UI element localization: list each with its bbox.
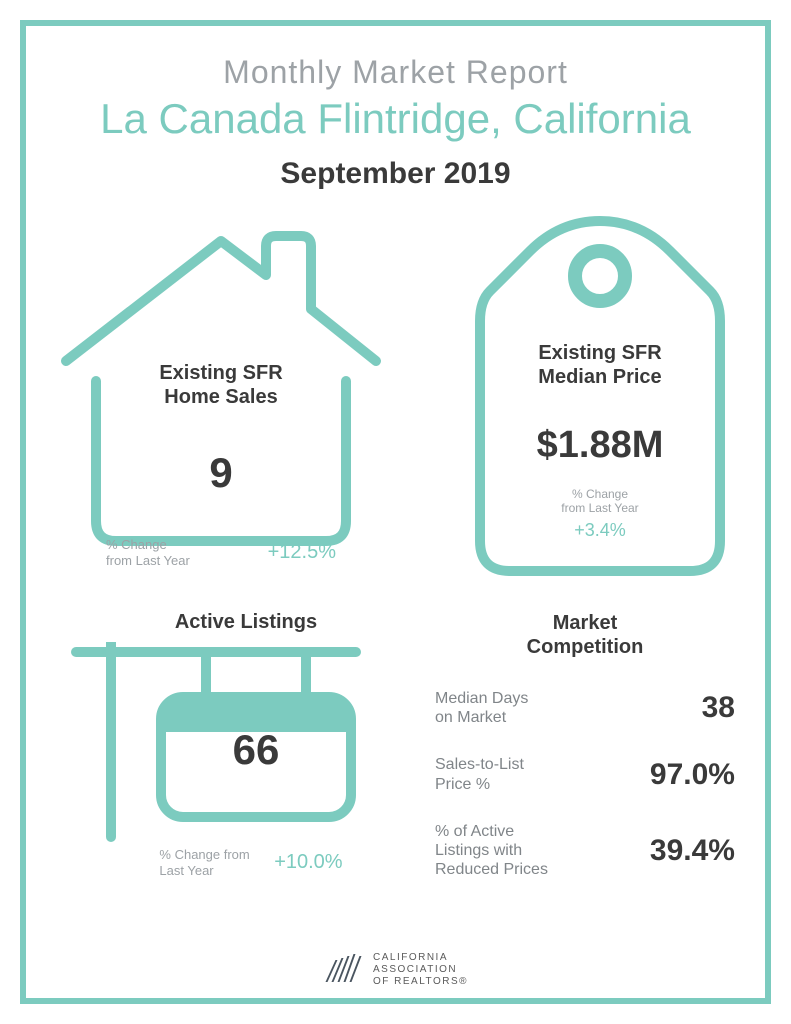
report-frame: Monthly Market Report La Canada Flintrid… xyxy=(20,20,771,1004)
median-price-change-value: +3.4% xyxy=(485,520,715,541)
report-date: September 2019 xyxy=(56,157,735,191)
market-competition-title: MarketCompetition xyxy=(435,611,735,659)
bottom-row: Active Listings 66 % Change fromLast Yea… xyxy=(56,611,735,907)
active-listings-change: % Change fromLast Year +10.0% xyxy=(116,847,386,878)
home-sales-content: Existing SFRHome Sales 9 % Changefrom La… xyxy=(56,361,386,568)
market-competition-block: MarketCompetition Median Dayson Market 3… xyxy=(435,611,735,907)
report-title: Monthly Market Report xyxy=(56,54,735,91)
median-price-content: Existing SFRMedian Price $1.88M % Change… xyxy=(465,341,735,541)
metric-label: % of ActiveListings withReduced Prices xyxy=(435,822,548,880)
metric-value: 38 xyxy=(702,691,735,725)
home-sales-change: % Changefrom Last Year +12.5% xyxy=(86,537,356,568)
metric-value: 97.0% xyxy=(650,758,735,792)
location-title: La Canada Flintridge, California xyxy=(56,95,735,143)
active-listings-change-label: % Change fromLast Year xyxy=(159,847,249,878)
metric-row: Median Dayson Market 38 xyxy=(435,689,735,727)
footer-org-name: CALIFORNIAASSOCIATIONOF REALTORS® xyxy=(373,952,468,988)
metric-value: 39.4% xyxy=(650,834,735,868)
home-sales-block: Existing SFRHome Sales 9 % Changefrom La… xyxy=(56,221,386,551)
median-price-change-label: % Changefrom Last Year xyxy=(485,487,715,516)
home-sales-value: 9 xyxy=(86,449,356,497)
metric-row: % of ActiveListings withReduced Prices 3… xyxy=(435,822,735,880)
footer-logo: CALIFORNIAASSOCIATIONOF REALTORS® xyxy=(323,952,468,988)
home-sales-label: Existing SFRHome Sales xyxy=(86,361,356,409)
metric-label: Sales-to-ListPrice % xyxy=(435,755,524,793)
median-price-label: Existing SFRMedian Price xyxy=(485,341,715,389)
top-row: Existing SFRHome Sales 9 % Changefrom La… xyxy=(56,221,735,581)
home-sales-change-label: % Changefrom Last Year xyxy=(106,537,190,568)
active-listings-change-value: +10.0% xyxy=(274,851,342,874)
median-price-block: Existing SFRMedian Price $1.88M % Change… xyxy=(465,211,735,581)
realtors-logo-icon xyxy=(323,952,363,988)
metric-row: Sales-to-ListPrice % 97.0% xyxy=(435,755,735,793)
active-listings-value: 66 xyxy=(171,726,341,774)
metric-label: Median Dayson Market xyxy=(435,689,528,727)
home-sales-change-value: +12.5% xyxy=(268,541,336,564)
active-listings-block: Active Listings 66 % Change fromLast Yea… xyxy=(56,611,386,878)
active-listings-title: Active Listings xyxy=(106,611,386,634)
median-price-value: $1.88M xyxy=(485,424,715,467)
header: Monthly Market Report La Canada Flintrid… xyxy=(56,54,735,191)
